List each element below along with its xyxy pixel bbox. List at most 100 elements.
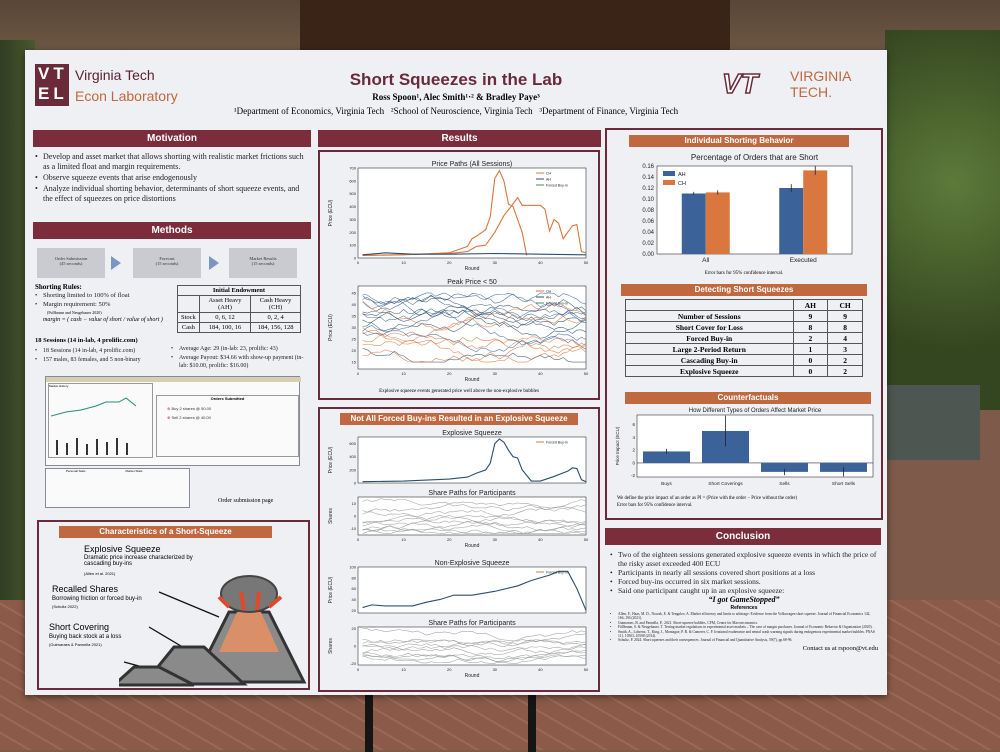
bar	[761, 462, 808, 472]
x-tick-label: 0	[357, 537, 360, 542]
lab-name-2: Econ Laboratory	[75, 88, 178, 104]
contact-link[interactable]: Contact us at rspoon@vt.edu	[802, 644, 878, 652]
y-tick-label: 35	[352, 313, 357, 318]
y-tick-label: 0	[354, 256, 357, 261]
char-cite: (Schultz 2022)	[52, 604, 78, 609]
explosive-squeeze-chart: Explosive Squeeze Price (ECU) 0 200 400 600 Fo…	[328, 430, 587, 486]
legend-label: CH	[546, 290, 552, 294]
chart-title: Peak Price < 50	[447, 279, 497, 286]
reference: Smith, A., Lohrenz, T., King, J., Montag…	[610, 630, 878, 639]
y-axis-label: Price (ECU)	[328, 576, 334, 603]
char-title: Explosive Squeeze	[84, 544, 161, 554]
rule-citation: (Fullbrunn and Neugebauer 2020)	[47, 310, 102, 315]
motivation-bullet: Develop and asset market that allows sho…	[35, 152, 310, 172]
y-tick-label: 600	[349, 178, 356, 183]
y-axis-label: Price (ECU)	[328, 446, 334, 473]
order-row: ⊗ Buy 2 shares @ 50.00	[167, 406, 212, 411]
legend-swatch	[663, 171, 675, 176]
shorting-rules-title: Shorting Rules:	[35, 283, 82, 291]
series-line	[362, 306, 587, 329]
series-line	[362, 633, 587, 645]
detecting-table: AH CH Number of Sessions 9 9 Short Cover fo…	[625, 299, 863, 377]
rule: Shorting limited to 100% of float	[35, 292, 173, 300]
x-tick-label: 40	[538, 667, 543, 672]
reference: Schultz, P. 2024. Short squeezes and the…	[610, 638, 878, 643]
series-line	[362, 528, 587, 535]
easel-leg	[365, 692, 373, 752]
y-tick-label: 400	[349, 204, 356, 209]
y-tick-label: 0.16	[642, 164, 654, 170]
y-tick-label: 20	[352, 608, 357, 613]
plot-area	[357, 167, 587, 259]
series-line	[362, 252, 587, 256]
plant-right	[885, 30, 1000, 410]
counterfactuals-header: Counterfactuals	[625, 392, 871, 404]
reference: Allen, F., Haas, M. D., Nowak, E. & Teng…	[610, 612, 878, 621]
y-axis-label: Price Impact (ECU)	[615, 426, 620, 465]
series-line	[362, 651, 587, 664]
affiliations: ¹Department of Economics, Virginia Tech …	[233, 106, 679, 116]
y-tick-label: 0	[632, 460, 635, 465]
chart-title: Non-Explosive Squeeze	[435, 560, 510, 567]
x-tick-label: 10	[401, 667, 406, 672]
series-line	[362, 516, 587, 533]
series-line	[362, 327, 587, 350]
char-desc: Borrowing friction or forced buy-in	[52, 596, 142, 602]
y-tick-label: 40	[352, 597, 357, 602]
char-desc: Buying back stock at a loss	[49, 634, 122, 640]
y-tick-label: 0.04	[642, 230, 654, 236]
y-tick-label: 20	[352, 626, 357, 631]
y-tick-label: 400	[349, 454, 356, 459]
y-tick-label: 0.00	[642, 252, 654, 258]
y-tick-label: 0.10	[642, 197, 654, 203]
poster-title: Short Squeezes in the Lab	[349, 70, 563, 89]
series-line	[362, 503, 587, 515]
conclusion-bullet: Participants in nearly all sessions cove…	[610, 568, 878, 577]
reference: Füllbrunn, S. & Neugebauer, T. Testing m…	[610, 625, 878, 630]
peak-price-chart: Peak Price < 50 Price (ECU) Round 15 20 25 30 3…	[328, 279, 589, 383]
legend-label: Forced Buy-in	[546, 302, 568, 306]
x-tick-label: 40	[538, 371, 543, 376]
y-tick-label: -10	[350, 526, 357, 531]
y-tick-label: 300	[349, 217, 356, 222]
legend-label: CH	[678, 181, 686, 187]
bar	[681, 193, 706, 254]
y-tick-label: 0	[354, 514, 357, 519]
bar	[705, 192, 730, 254]
easel-leg	[528, 692, 536, 752]
y-tick-label: 0.06	[642, 219, 654, 225]
x-axis-label: Round	[465, 377, 480, 383]
x-tick-label: 50	[584, 537, 589, 542]
motivation-bullet: Analyze individual shorting behavior, de…	[35, 184, 310, 204]
volcano-illustration	[119, 575, 307, 687]
conclusion-bullet: Forced buy-ins occurred in six market se…	[610, 577, 878, 586]
x-tick-label: 50	[584, 667, 589, 672]
y-tick-label: 0.08	[642, 208, 654, 214]
quote: “I got GameStopped”	[708, 595, 780, 604]
y-tick-label: 0.12	[642, 186, 654, 192]
price-paths-chart: Price Paths (All Sessions) Price (ECU) Rou…	[328, 161, 589, 272]
series-line	[362, 438, 587, 483]
x-tick-label: 0	[357, 667, 360, 672]
plant-pot	[885, 385, 980, 460]
chart-title: Share Paths for Participants	[428, 620, 516, 627]
legend-swatch	[663, 180, 675, 185]
series-line	[362, 304, 587, 323]
x-axis-label: Round	[465, 543, 480, 549]
results-header: Results	[318, 130, 601, 147]
y-tick-label: 0.14	[642, 175, 654, 181]
conclusion-bullet: Two of the eighteen sessions generated e…	[610, 550, 878, 568]
series-line	[362, 628, 587, 644]
series-line	[362, 334, 587, 350]
vt-wordmark-2: TECH.	[790, 84, 832, 100]
x-tick-label: 30	[493, 667, 498, 672]
legend-label: AH	[678, 172, 686, 178]
non-explosive-shares-chart: Share Paths for Participants Shares Round -…	[328, 620, 589, 679]
x-tick-label: 40	[538, 260, 543, 265]
series-line	[362, 653, 587, 662]
y-tick-label: -2	[631, 473, 635, 478]
legend-label: Forced Buy-in	[546, 441, 568, 445]
flow-step: Market Results (15 seconds)	[229, 248, 297, 278]
chart-title: Share Paths for Participants	[428, 490, 516, 497]
margin-formula: margin = ( cash − value of short / value…	[43, 317, 163, 323]
